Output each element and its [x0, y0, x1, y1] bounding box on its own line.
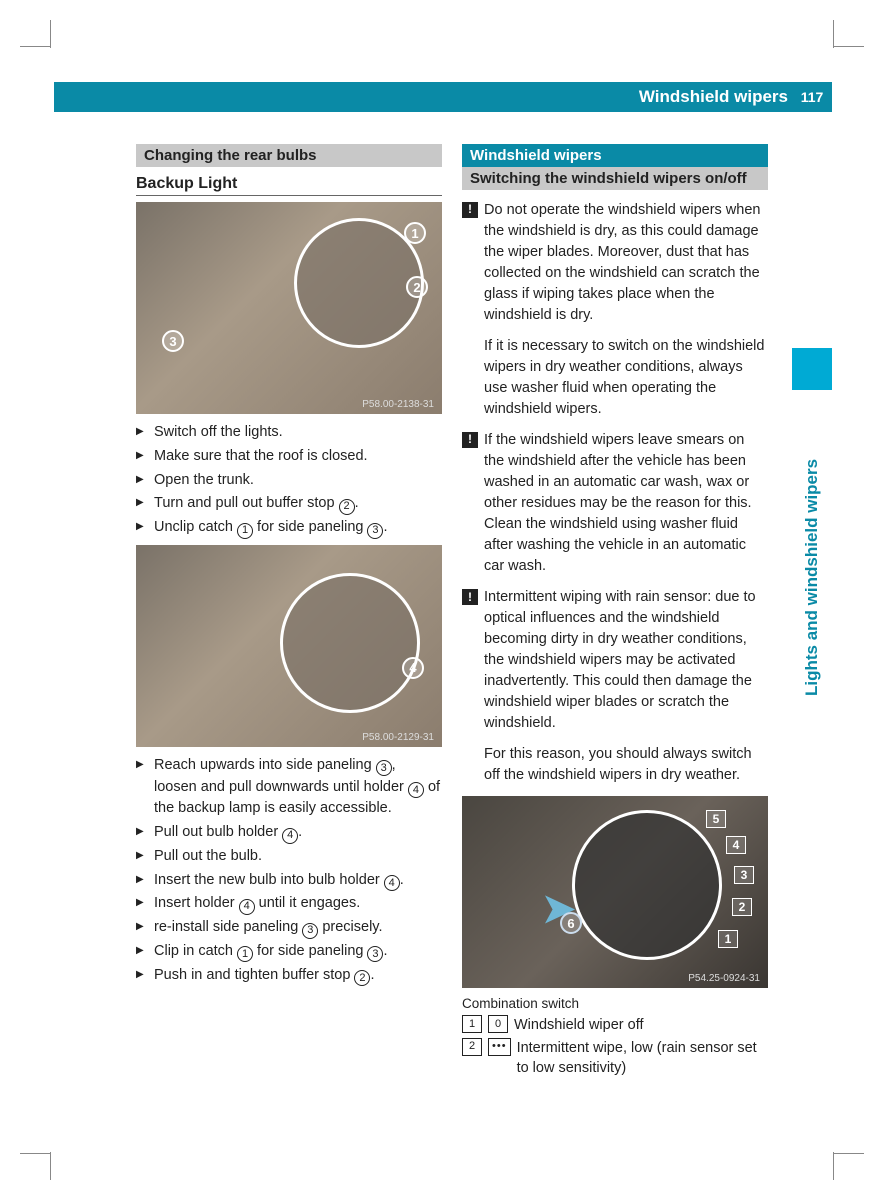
figure-combination-switch: ➤ 5 4 3 2 1 6 P54.25-0924-31 [462, 796, 768, 988]
crop-mark [20, 1153, 50, 1154]
step-text: Insert holder 4 until it engages. [154, 895, 360, 911]
step-text: Reach upwards into side paneling 3, loos… [154, 757, 440, 817]
callout-2: 2 [732, 898, 752, 916]
page-content: Changing the rear bulbs Backup Light 1 2… [136, 144, 768, 1080]
callout-2: 2 [406, 276, 428, 298]
step-item: Make sure that the roof is closed. [136, 446, 442, 468]
step-item: Insert holder 4 until it engages. [136, 893, 442, 915]
callout-3: 3 [734, 866, 754, 884]
legend-text: Intermittent wipe, low (rain sensor set … [517, 1038, 768, 1079]
note-continuation: If it is necessary to switch on the wind… [462, 336, 768, 420]
legend-number: 1 [462, 1015, 482, 1033]
note-text: Intermittent wiping with rain sensor: du… [484, 589, 756, 731]
legend-row-2: 2 ••• Intermittent wipe, low (rain senso… [462, 1038, 768, 1079]
step-text: Pull out bulb holder 4. [154, 824, 302, 840]
crop-mark [50, 1152, 51, 1180]
page-number: 117 [792, 82, 832, 112]
warning-note-2: ! If the windshield wipers leave smears … [462, 430, 768, 577]
step-item: Push in and tighten buffer stop 2. [136, 965, 442, 987]
section-heading-windshield-wipers: Windshield wipers [462, 144, 768, 167]
step-text: re-install side paneling 3 precisely. [154, 919, 383, 935]
right-column: Windshield wipers Switching the windshie… [462, 144, 768, 1080]
figure-caption: Combination switch [462, 996, 768, 1011]
callout-4: 4 [402, 657, 424, 679]
warning-note-3: ! Intermittent wiping with rain sensor: … [462, 587, 768, 734]
figure-id: P54.25-0924-31 [688, 973, 760, 984]
crop-mark [833, 20, 834, 48]
figure-backup-light-2: 4 P58.00-2129-31 [136, 545, 442, 747]
step-list-2: Reach upwards into side paneling 3, loos… [136, 755, 442, 987]
callout-6: 6 [560, 912, 582, 934]
step-item: Turn and pull out buffer stop 2. [136, 493, 442, 515]
step-text: Unclip catch 1 for side paneling 3. [154, 519, 388, 535]
legend-row-1: 1 0 Windshield wiper off [462, 1015, 768, 1035]
legend-number: 2 [462, 1038, 482, 1056]
left-column: Changing the rear bulbs Backup Light 1 2… [136, 144, 442, 1080]
callout-1: 1 [718, 930, 738, 948]
step-item: Unclip catch 1 for side paneling 3. [136, 517, 442, 539]
figure-id: P58.00-2129-31 [362, 732, 434, 743]
legend-symbol: 0 [488, 1015, 508, 1033]
callout-1: 1 [404, 222, 426, 244]
step-text: Clip in catch 1 for side paneling 3. [154, 943, 388, 959]
warning-note-1: ! Do not operate the windshield wipers w… [462, 200, 768, 326]
section-heading-switching-wipers: Switching the windshield wipers on/off [462, 167, 768, 190]
subheading-backup-light: Backup Light [136, 175, 442, 196]
callout-3: 3 [162, 330, 184, 352]
callout-4: 4 [726, 836, 746, 854]
step-text: Insert the new bulb into bulb holder 4. [154, 872, 404, 888]
callout-5: 5 [706, 810, 726, 828]
warning-icon: ! [462, 589, 478, 605]
step-item: re-install side paneling 3 precisely. [136, 917, 442, 939]
step-item: Pull out the bulb. [136, 846, 442, 868]
step-item: Reach upwards into side paneling 3, loos… [136, 755, 442, 820]
warning-icon: ! [462, 432, 478, 448]
step-item: Pull out bulb holder 4. [136, 822, 442, 844]
step-text: Pull out the bulb. [154, 848, 262, 864]
figure-id: P58.00-2138-31 [362, 399, 434, 410]
note-continuation: For this reason, you should always switc… [462, 744, 768, 786]
legend-symbol: ••• [488, 1038, 511, 1056]
legend-text: Windshield wiper off [514, 1015, 768, 1035]
section-heading-rear-bulbs: Changing the rear bulbs [136, 144, 442, 167]
crop-mark [50, 20, 51, 48]
magnifier-circle [280, 573, 420, 713]
step-item: Clip in catch 1 for side paneling 3. [136, 941, 442, 963]
page-title: Windshield wipers [639, 82, 788, 112]
chapter-side-label: Lights and windshield wipers [792, 400, 832, 700]
side-tab [792, 348, 832, 390]
warning-icon: ! [462, 202, 478, 218]
note-text: If the windshield wipers leave smears on… [484, 432, 752, 574]
crop-mark [833, 1152, 834, 1180]
step-item: Insert the new bulb into bulb holder 4. [136, 870, 442, 892]
crop-mark [20, 46, 50, 47]
step-text: Switch off the lights. [154, 424, 283, 440]
step-text: Turn and pull out buffer stop 2. [154, 495, 359, 511]
step-text: Push in and tighten buffer stop 2. [154, 967, 375, 983]
step-list-1: Switch off the lights. Make sure that th… [136, 422, 442, 539]
note-text: Do not operate the windshield wipers whe… [484, 202, 760, 323]
step-item: Open the trunk. [136, 470, 442, 492]
crop-mark [834, 1153, 864, 1154]
crop-mark [834, 46, 864, 47]
step-item: Switch off the lights. [136, 422, 442, 444]
magnifier-circle [572, 810, 722, 960]
step-text: Make sure that the roof is closed. [154, 448, 368, 464]
step-text: Open the trunk. [154, 472, 254, 488]
figure-backup-light-1: 1 2 3 P58.00-2138-31 [136, 202, 442, 414]
